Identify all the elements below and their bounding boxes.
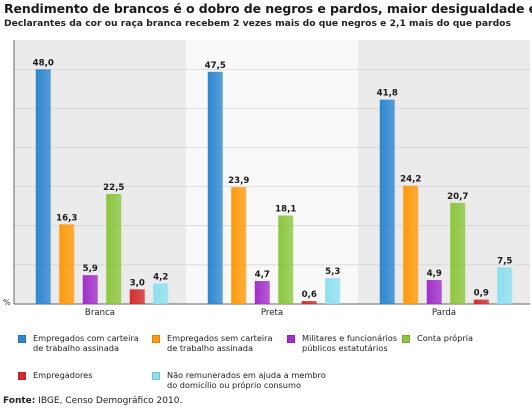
bar [231, 187, 247, 304]
bar [59, 224, 75, 304]
bar [325, 278, 341, 304]
bar [278, 215, 294, 304]
category-label: Parda [432, 308, 456, 318]
bar [207, 71, 223, 305]
bar [35, 69, 51, 304]
bar-value-label: 23,9 [228, 176, 249, 186]
bar-value-label: 0,6 [302, 290, 317, 300]
bar [82, 275, 98, 304]
bar [497, 267, 513, 304]
bar-value-label: 3,0 [130, 278, 145, 288]
bar-value-label: 48,0 [33, 58, 54, 68]
bar-value-label: 20,7 [447, 192, 468, 202]
source-text: IBGE, Censo Demográfico 2010. [35, 396, 183, 406]
bar-value-label: 5,9 [83, 264, 98, 274]
bar [301, 301, 317, 304]
bar [129, 289, 145, 304]
bar [254, 281, 270, 304]
bar-value-label: 4,9 [427, 269, 442, 279]
bar [379, 99, 395, 305]
chart-title: Rendimento de brancos é o dobro de negro… [4, 1, 532, 16]
bar-value-label: 18,1 [275, 205, 296, 215]
source-label: Fonte: [3, 396, 36, 406]
bar [450, 202, 466, 304]
bar-value-label: 41,8 [377, 89, 398, 99]
bar [403, 185, 419, 304]
bar [153, 283, 169, 304]
category-label: Branca [85, 308, 115, 318]
source-note: Fonte: IBGE, Censo Demográfico 2010. [3, 396, 182, 406]
bar-value-label: 4,2 [153, 272, 168, 282]
bar-value-label: 47,5 [205, 61, 226, 71]
bar [473, 299, 489, 304]
bar [426, 280, 442, 304]
chart-subtitle: Declarantes da cor ou raça branca recebe… [4, 18, 511, 29]
bar-value-label: 22,5 [103, 183, 124, 193]
category-label: Preta [261, 308, 283, 318]
y-axis-label: % [3, 298, 11, 307]
bar [106, 194, 122, 304]
bar-value-label: 4,7 [255, 270, 270, 280]
bar-value-label: 0,9 [474, 289, 489, 299]
bar-value-label: 5,3 [325, 267, 340, 277]
bar-value-label: 16,3 [56, 213, 77, 223]
bar-value-label: 7,5 [497, 256, 512, 266]
bar-value-label: 24,2 [400, 175, 421, 185]
